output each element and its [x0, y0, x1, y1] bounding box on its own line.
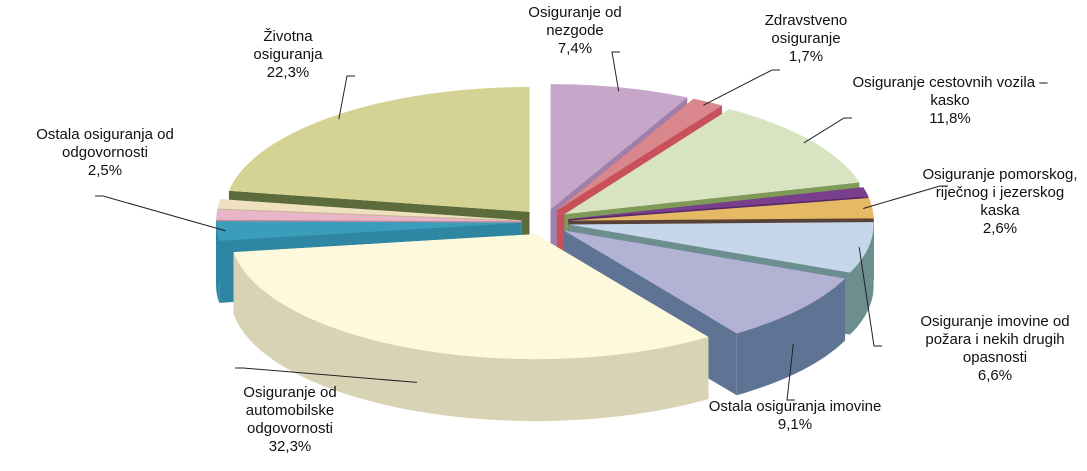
value-label: 2,6%: [982, 220, 1018, 237]
data-label: Osiguranje cestovnih vozila – kasko 11,8%: [845, 74, 1055, 128]
slice-top: [217, 199, 522, 221]
leader-line: [703, 69, 780, 106]
slice-top: [568, 222, 874, 273]
value-label: 32,3%: [268, 438, 312, 455]
category-label: Ostala osiguranja imovine: [708, 398, 882, 415]
slice-top: [228, 86, 530, 212]
value-label: 22,3%: [266, 64, 310, 81]
data-label: Osiguranje od nezgode 7,4%: [510, 4, 640, 58]
value-label: 1,7%: [788, 48, 824, 65]
slice-top: [216, 221, 522, 241]
slice-top: [216, 209, 522, 222]
data-label: Ostala osiguranja od odgovornosti 2,5%: [0, 126, 210, 180]
slice-top: [568, 198, 874, 221]
leader-line: [863, 185, 948, 209]
slice-top: [568, 187, 869, 220]
data-label: Osiguranje pomorskog, riječnog i jezersk…: [920, 166, 1080, 238]
slice: [233, 234, 709, 422]
leader-line: [95, 195, 226, 232]
leader-line: [786, 343, 795, 401]
category-label: Osiguranje imovine od požara i nekih dru…: [920, 313, 1070, 366]
slice-top: [550, 84, 688, 210]
category-label: Osiguranje cestovnih vozila – kasko: [852, 74, 1048, 109]
slice-top: [564, 109, 860, 215]
slice-top: [563, 230, 846, 334]
slice-top: [556, 98, 722, 211]
leader-line: [803, 117, 852, 144]
category-label: Osiguranje od nezgode: [528, 4, 622, 39]
data-label: Ostala osiguranja imovine 9,1%: [705, 398, 885, 434]
value-label: 11,8%: [929, 110, 971, 127]
slice-outer-wall: [736, 278, 846, 396]
slice-top: [233, 234, 709, 360]
data-label: Životna osiguranja 22,3%: [228, 28, 348, 82]
category-label: Životna osiguranja: [253, 28, 323, 63]
category-label: Ostala osiguranja od odgovornosti: [36, 126, 174, 161]
category-label: Osiguranje pomorskog, riječnog i jezersk…: [922, 166, 1078, 219]
leader-line: [611, 51, 620, 92]
value-label: 6,6%: [977, 367, 1013, 384]
leader-line: [338, 75, 355, 120]
data-label: Zdravstveno osiguranje 1,7%: [746, 12, 866, 66]
value-label: 7,4%: [557, 40, 593, 57]
value-label: 2,5%: [87, 162, 123, 179]
leader-line: [858, 247, 882, 347]
category-label: Zdravstveno osiguranje: [764, 12, 848, 47]
value-label: 9,1%: [777, 416, 813, 433]
leader-line: [235, 367, 418, 383]
data-label: Osiguranje imovine od požara i nekih dru…: [900, 313, 1087, 385]
category-label: Osiguranje od automobilske odgovornosti: [243, 384, 337, 437]
slice-outer-wall: [216, 222, 220, 303]
data-label: Osiguranje od automobilske odgovornosti 3…: [210, 384, 370, 456]
slice-outer-wall: [233, 252, 709, 422]
